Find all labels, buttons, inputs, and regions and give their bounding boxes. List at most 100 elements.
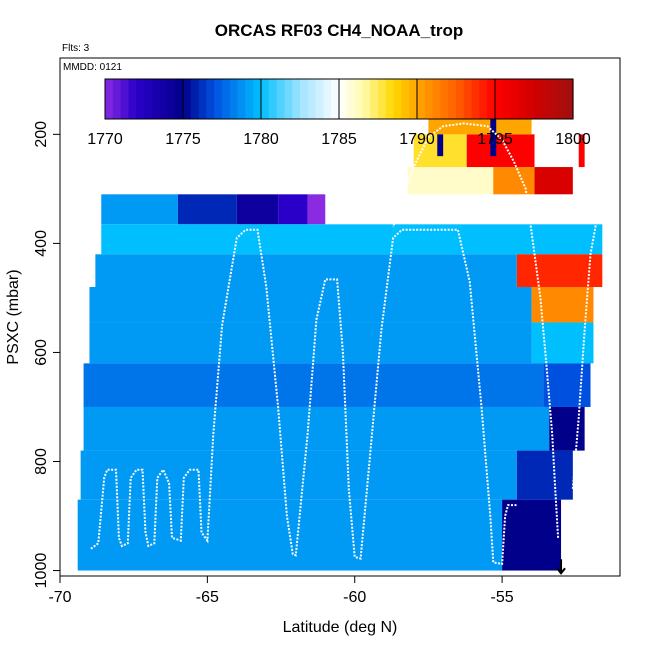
colorbar-swatch	[222, 79, 231, 119]
colorbar-swatch	[331, 79, 340, 119]
heatmap-cell	[307, 194, 326, 225]
heatmap-cell	[95, 254, 517, 288]
flight-track-line	[90, 228, 517, 566]
heatmap-cell	[437, 134, 444, 157]
x-axis-label: Latitude (deg N)	[283, 619, 398, 636]
date-annotation: MMDD: 0121	[63, 62, 122, 73]
heatmap-cell	[83, 363, 544, 407]
heatmap-cell	[278, 194, 308, 225]
colorbar-swatch	[385, 79, 395, 119]
plot-frame	[59, 57, 621, 577]
colorbar-tick-label: 1770	[87, 131, 123, 148]
colorbar-swatch	[401, 79, 410, 119]
colorbar-swatch	[237, 79, 246, 119]
flights-annotation: Flts: 3	[62, 43, 90, 54]
colorbar-swatch	[526, 79, 535, 119]
colorbar-swatch	[354, 79, 363, 119]
colorbar-swatch	[510, 79, 519, 119]
colorbar-swatch	[120, 79, 129, 119]
colorbar-swatch	[105, 79, 114, 119]
colorbar-swatch	[495, 79, 504, 119]
heatmap-cell	[490, 115, 497, 157]
y-tick-label: 800	[33, 448, 50, 475]
colorbar-swatch	[128, 79, 137, 119]
colorbar-swatch	[112, 79, 122, 119]
flight-track-line-edge	[571, 221, 598, 489]
heatmap-cell	[101, 194, 178, 225]
heatmap-cell	[534, 167, 573, 195]
track-end-arrow-head	[556, 567, 566, 575]
heatmap-cell	[80, 450, 517, 500]
colorbar-swatch	[276, 79, 285, 119]
colorbar-swatch	[151, 79, 161, 119]
colorbar-tick-label: 1780	[243, 131, 279, 148]
colorbar-swatch	[448, 79, 457, 119]
heatmap-cell	[549, 406, 585, 451]
colorbar-swatch	[144, 79, 153, 119]
heatmap-cell	[502, 499, 562, 571]
colorbar-swatch	[245, 79, 254, 119]
colorbar-swatch	[206, 79, 215, 119]
colorbar-swatch	[479, 79, 488, 119]
colorbar-swatch	[198, 79, 207, 119]
colorbar-swatch	[393, 79, 402, 119]
heatmap-cell	[101, 224, 603, 255]
colorbar-swatch	[518, 79, 527, 119]
colorbar-swatch	[323, 79, 332, 119]
colorbar-swatch	[541, 79, 551, 119]
colorbar-swatch	[284, 79, 293, 119]
heatmap-cell	[236, 194, 279, 225]
chart-title: ORCAS RF03 CH4_NOAA_trop	[215, 21, 463, 40]
heatmap-cell	[89, 287, 532, 323]
colorbar-swatch	[292, 79, 301, 119]
colorbar-swatch	[159, 79, 168, 119]
colorbar-swatch	[471, 79, 480, 119]
colorbar-swatch	[190, 79, 200, 119]
heatmap-cell	[83, 406, 550, 451]
heatmap-cell	[177, 194, 237, 225]
axes: -70 -65 -60 -55 200 400 600 800 1000	[33, 121, 514, 606]
colorbar: 1770 1775 1780 1785 1790 1795 1800	[87, 78, 591, 148]
colorbar-swatch	[565, 79, 574, 119]
y-tick-label: 400	[33, 230, 50, 257]
colorbar-swatch	[534, 79, 543, 119]
heatmap-cell	[428, 115, 532, 135]
heatmap-cell	[516, 450, 573, 500]
heatmap-cell	[89, 322, 532, 364]
colorbar-swatch	[432, 79, 441, 119]
y-tick-label: 600	[33, 339, 50, 366]
y-tick-label: 1000	[33, 553, 50, 589]
colorbar-swatch	[557, 79, 566, 119]
colorbar-swatch	[487, 79, 496, 119]
colorbar-swatch	[502, 79, 512, 119]
colorbar-swatch	[378, 79, 387, 119]
heatmap-cell	[578, 134, 585, 168]
colorbar-tick-label: 1790	[399, 131, 435, 148]
colorbar-swatch	[440, 79, 449, 119]
y-axis-label: PSXC (mbar)	[5, 269, 22, 364]
colorbar-swatch	[300, 79, 309, 119]
colorbar-swatch	[456, 79, 465, 119]
colorbar-swatch	[549, 79, 558, 119]
colorbar-swatch	[339, 79, 348, 119]
colorbar-swatch	[362, 79, 371, 119]
colorbar-tick-label: 1795	[477, 131, 513, 148]
x-tick-label: -60	[343, 589, 366, 606]
colorbar-tick-label: 1800	[555, 131, 591, 148]
heatmap-cell	[531, 287, 594, 323]
flight-track-line-return	[392, 122, 560, 538]
flight-track	[90, 122, 598, 575]
x-tick-label: -70	[48, 589, 71, 606]
colorbar-swatch	[167, 79, 176, 119]
y-tick-label: 200	[33, 121, 50, 148]
colorbar-swatch	[136, 79, 145, 119]
heatmap-cells	[77, 115, 603, 571]
colorbar-swatch	[268, 79, 278, 119]
colorbar-swatch	[261, 79, 270, 119]
colorbar-swatch	[424, 79, 434, 119]
x-tick-label: -55	[491, 589, 514, 606]
colorbar-tick-label: 1775	[165, 131, 201, 148]
colorbar-swatch	[417, 79, 426, 119]
colorbar-swatch	[346, 79, 356, 119]
